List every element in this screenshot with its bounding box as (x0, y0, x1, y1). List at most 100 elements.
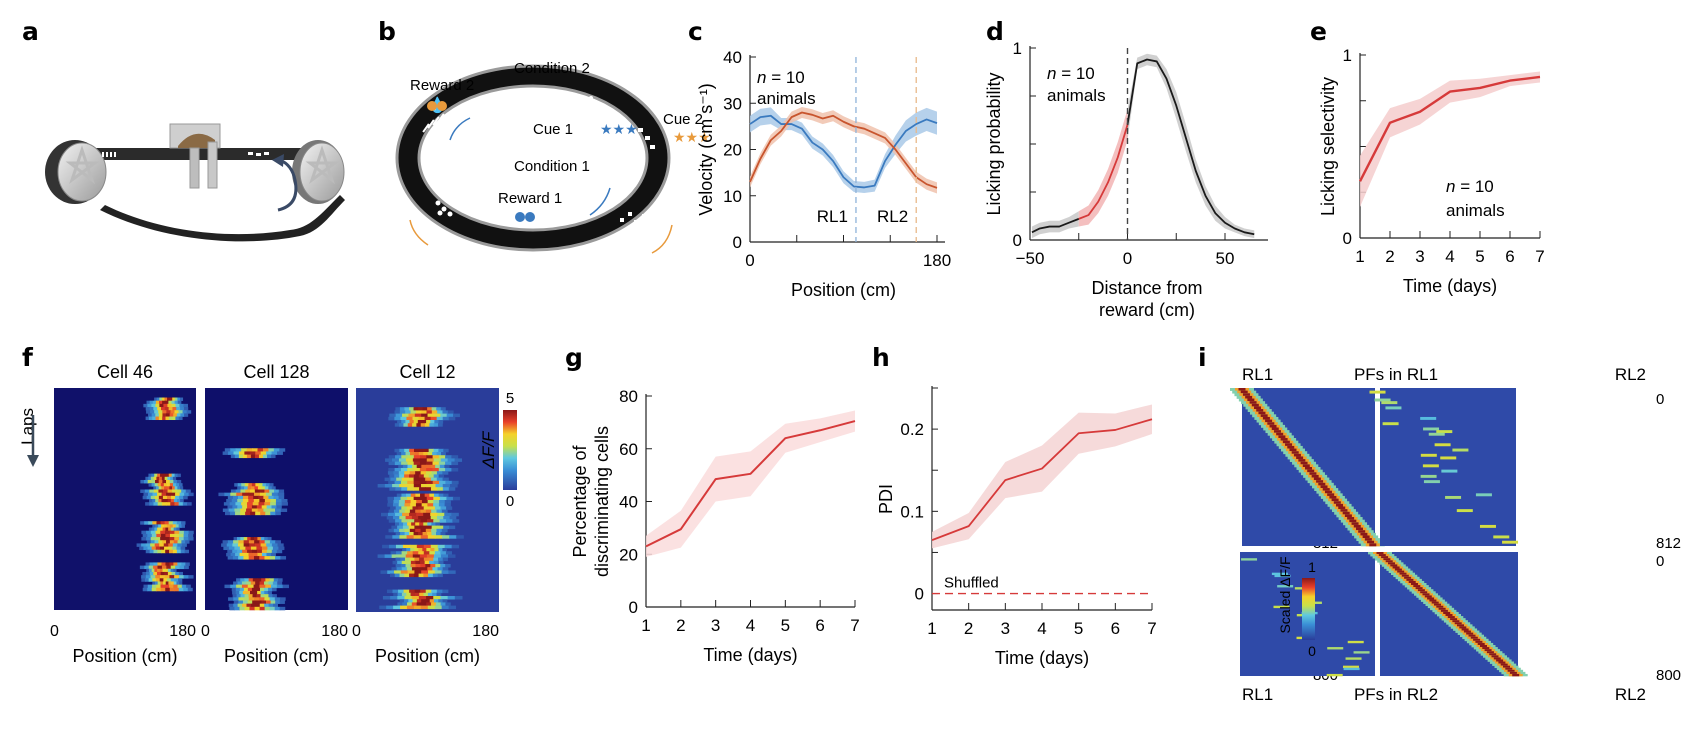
cell-title: Cell 12 (399, 362, 455, 382)
heatmap-cell (160, 537, 166, 541)
heatmap-cell (404, 503, 411, 507)
heatmap-cell (416, 544, 425, 549)
heatmap-cell (174, 397, 178, 401)
heatmap-cell (1388, 562, 1395, 565)
y-tick-label: 20 (619, 545, 638, 564)
heatmap-cell (388, 528, 395, 533)
heatmap-cell (254, 486, 259, 490)
heatmap-cell (441, 605, 450, 610)
heatmap-cell (433, 503, 440, 507)
heatmap-cell (445, 519, 453, 523)
heatmap-cell (1238, 388, 1246, 391)
heatmap-cell (392, 484, 400, 488)
heatmap-cell (418, 551, 425, 555)
heatmap-cell (227, 549, 233, 554)
heatmap-cell (400, 557, 406, 562)
heatmap-cell (161, 524, 165, 528)
left-wheel-spokes (65, 145, 100, 185)
heatmap-cell (410, 500, 417, 504)
heatmap-cell (438, 420, 444, 424)
y-tick-label: 10 (723, 187, 742, 206)
heatmap-cell (388, 455, 396, 459)
heatmap-cell (253, 552, 258, 557)
heatmap-cell (389, 487, 396, 491)
heatmap-cell (271, 454, 276, 459)
heatmap-cell (180, 499, 184, 503)
heatmap-cell (259, 489, 265, 493)
heatmap-cell (438, 468, 446, 472)
heatmap-cell (442, 557, 448, 562)
heatmap-cell (271, 505, 277, 509)
heatmap-cell (146, 568, 150, 573)
heatmap-cell (445, 480, 453, 485)
heatmap-cell (141, 543, 147, 547)
heatmap-cell (427, 567, 433, 571)
heatmap-cell (272, 546, 279, 551)
heatmap-cell (275, 511, 281, 516)
heatmap-cell (238, 454, 244, 459)
heatmap-cell (394, 423, 400, 427)
heatmap-cell (400, 416, 407, 421)
heatmap-cell (432, 567, 439, 571)
heatmap-cell (179, 533, 185, 538)
panel-label-b: b (378, 17, 396, 46)
heatmap-cell (1382, 422, 1399, 426)
heatmap-cell (256, 505, 263, 509)
heatmap-cell (268, 448, 275, 452)
heatmap-cell (164, 499, 169, 503)
heatmap-cell (409, 448, 415, 453)
heatmap-cell (162, 410, 167, 414)
heatmap-cell (388, 461, 396, 466)
cue-1-stars: ★★★ (600, 121, 638, 137)
heatmap-cell (435, 464, 441, 469)
heatmap-cell (420, 528, 427, 533)
heatmap-cell (146, 495, 152, 500)
heatmap-cell (397, 560, 403, 565)
heatmap-cell (1309, 472, 1317, 476)
y-axis-label: Licking selectivity (1318, 77, 1338, 216)
x-tick-label: −50 (1016, 249, 1045, 268)
heatmap-cell (267, 454, 272, 459)
heatmap-cell (232, 495, 239, 500)
heatmap-cell (248, 594, 254, 598)
heatmap-cell (226, 543, 233, 547)
heatmap-cell (398, 458, 407, 462)
heatmap-cell (407, 496, 415, 501)
heatmap-cell (409, 452, 415, 456)
heatmap-cell (234, 508, 241, 512)
heatmap-cell (384, 554, 393, 558)
heatmap-cell (248, 499, 255, 503)
heatmap-cell (437, 525, 444, 530)
heatmap-cell (423, 448, 430, 453)
heatmap-cell (387, 496, 395, 501)
heatmap-cell (425, 487, 432, 491)
heatmap-cell (237, 505, 243, 509)
heatmap-cell (260, 537, 265, 541)
heatmap-cell (242, 492, 249, 497)
heatmap-cell (263, 495, 269, 500)
panel-label-i: i (1198, 343, 1207, 372)
heatmap-cell (409, 471, 416, 475)
heatmap-cell (155, 479, 160, 484)
heatmap-cell (230, 492, 237, 497)
heatmap-cell (243, 495, 249, 500)
heatmap-cell (157, 562, 162, 566)
heatmap-cell (427, 452, 433, 456)
heatmap-cell (414, 557, 420, 562)
heatmap-cell (164, 397, 168, 401)
heatmap-cell (257, 552, 263, 557)
heatmap-cell (148, 565, 154, 570)
heatmap-cell (433, 599, 439, 603)
heatmap-cell (148, 416, 153, 421)
heatmap-cell (389, 573, 396, 578)
heatmap-cell (167, 403, 172, 408)
heatmap-cell (154, 527, 158, 532)
heatmap-cell (168, 543, 174, 547)
heatmap-cell (143, 546, 149, 551)
heatmap-cell (422, 407, 428, 411)
heatmap-cell (399, 407, 405, 411)
i-bottom-right-label: RL2 (1615, 685, 1646, 704)
condition-2-arrow (651, 224, 673, 254)
